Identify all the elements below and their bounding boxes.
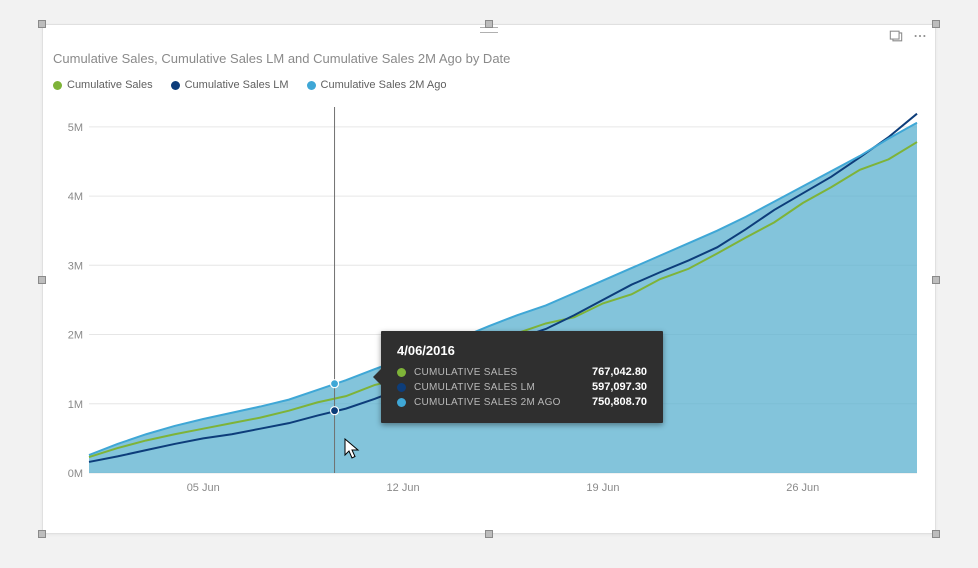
tooltip-row: CUMULATIVE SALES 767,042.80	[397, 366, 647, 378]
card-actions	[889, 29, 927, 48]
legend-label: Cumulative Sales 2M Ago	[321, 79, 447, 91]
svg-text:19 Jun: 19 Jun	[586, 482, 619, 494]
tooltip-row: CUMULATIVE SALES LM 597,097.30	[397, 381, 647, 393]
chart-card: Cumulative Sales, Cumulative Sales LM an…	[42, 24, 936, 534]
svg-text:1M: 1M	[68, 399, 83, 411]
selection-handle[interactable]	[38, 276, 46, 284]
selection-handle[interactable]	[485, 530, 493, 538]
legend-item[interactable]: Cumulative Sales 2M Ago	[307, 79, 447, 91]
tooltip-swatch	[397, 383, 406, 392]
chart-title: Cumulative Sales, Cumulative Sales LM an…	[53, 51, 510, 66]
svg-text:3M: 3M	[68, 260, 83, 272]
selection-handle[interactable]	[485, 20, 493, 28]
svg-text:4M: 4M	[68, 191, 83, 203]
tooltip-swatch	[397, 398, 406, 407]
tooltip-row: CUMULATIVE SALES 2M AGO 750,808.70	[397, 396, 647, 408]
tooltip-label: CUMULATIVE SALES 2M AGO	[414, 397, 584, 408]
legend-swatch	[53, 81, 62, 90]
selection-handle[interactable]	[38, 20, 46, 28]
tooltip-label: CUMULATIVE SALES LM	[414, 382, 584, 393]
focus-mode-icon[interactable]	[889, 29, 903, 48]
svg-text:26 Jun: 26 Jun	[786, 482, 819, 494]
tooltip-value: 750,808.70	[592, 396, 647, 408]
legend-label: Cumulative Sales LM	[185, 79, 289, 91]
selection-handle[interactable]	[932, 20, 940, 28]
tooltip-label: CUMULATIVE SALES	[414, 367, 584, 378]
tooltip: 4/06/2016 CUMULATIVE SALES 767,042.80 CU…	[381, 331, 663, 423]
chart-plot[interactable]: 0M 1M 2M 3M 4M 5M 05 Jun 12 Jun 19 Jun 26 Jun	[53, 107, 927, 507]
svg-text:2M: 2M	[68, 330, 83, 342]
more-options-icon[interactable]	[913, 29, 927, 48]
tooltip-value: 767,042.80	[592, 366, 647, 378]
legend-swatch	[171, 81, 180, 90]
legend-item[interactable]: Cumulative Sales LM	[171, 79, 289, 91]
legend-item[interactable]: Cumulative Sales	[53, 79, 153, 91]
tooltip-value: 597,097.30	[592, 381, 647, 393]
svg-text:0M: 0M	[68, 468, 83, 480]
tooltip-date: 4/06/2016	[397, 343, 647, 358]
svg-text:05 Jun: 05 Jun	[187, 482, 220, 494]
svg-text:12 Jun: 12 Jun	[387, 482, 420, 494]
legend: Cumulative Sales Cumulative Sales LM Cum…	[53, 79, 446, 91]
selection-handle[interactable]	[932, 276, 940, 284]
tooltip-swatch	[397, 368, 406, 377]
svg-text:5M: 5M	[68, 122, 83, 134]
legend-label: Cumulative Sales	[67, 79, 153, 91]
selection-handle[interactable]	[38, 530, 46, 538]
selection-handle[interactable]	[932, 530, 940, 538]
legend-swatch	[307, 81, 316, 90]
